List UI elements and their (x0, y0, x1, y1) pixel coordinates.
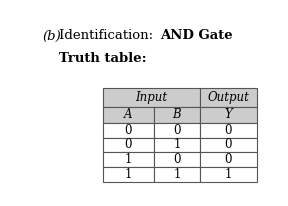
Bar (200, 123, 257, 138)
Bar (154, 107, 200, 123)
Bar (200, 138, 257, 152)
Text: 0: 0 (173, 124, 181, 137)
Bar (103, 107, 154, 123)
Bar (154, 167, 200, 182)
Text: 1: 1 (173, 138, 181, 151)
Bar (154, 123, 200, 138)
Bar (200, 152, 257, 167)
Bar (103, 123, 154, 138)
Bar (103, 152, 154, 167)
Text: Y: Y (225, 108, 232, 121)
Bar (103, 88, 200, 107)
Text: AND Gate: AND Gate (160, 29, 232, 42)
Text: Output: Output (208, 91, 249, 104)
Text: 1: 1 (125, 168, 132, 181)
Text: 1: 1 (173, 168, 181, 181)
Text: A: A (124, 108, 132, 121)
Text: Input: Input (135, 91, 168, 104)
Text: Identification:: Identification: (59, 29, 158, 42)
Text: Truth table:: Truth table: (59, 52, 147, 65)
Bar (103, 167, 154, 182)
Bar (154, 138, 200, 152)
Bar (103, 138, 154, 152)
Bar (154, 152, 200, 167)
Text: 0: 0 (125, 138, 132, 151)
Text: 0: 0 (125, 124, 132, 137)
Text: 0: 0 (173, 153, 181, 166)
Text: (b): (b) (43, 29, 61, 42)
Text: 0: 0 (225, 124, 232, 137)
Bar (200, 107, 257, 123)
Text: 0: 0 (225, 138, 232, 151)
Text: 1: 1 (225, 168, 232, 181)
Text: 1: 1 (125, 153, 132, 166)
Bar (200, 167, 257, 182)
Text: 0: 0 (225, 153, 232, 166)
Text: B: B (173, 108, 181, 121)
Bar (200, 88, 257, 107)
